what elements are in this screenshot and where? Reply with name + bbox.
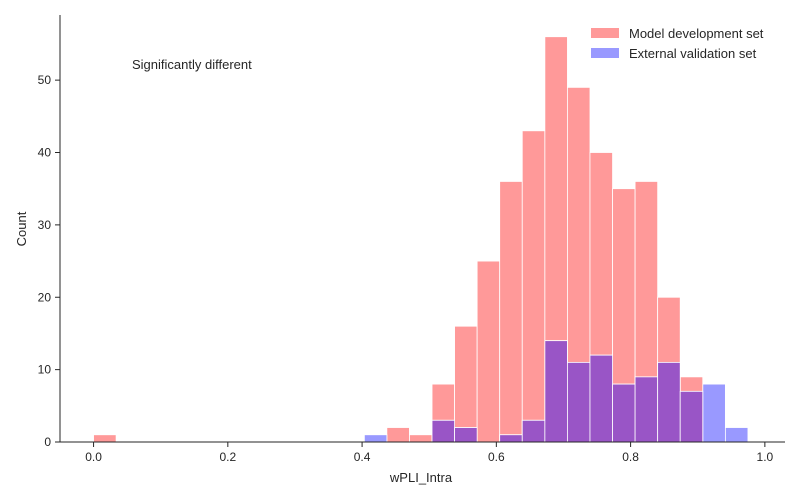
bar-model-development-set-2 — [409, 434, 433, 443]
x-tick-label-4: 0.8 — [622, 450, 639, 464]
x-tick-label-2: 0.4 — [354, 450, 371, 464]
bar-overlap-0 — [431, 419, 455, 443]
bar-overlap-7 — [612, 383, 636, 443]
bar-overlap-10 — [679, 390, 704, 443]
bar-external-validation-set-0 — [363, 434, 388, 443]
bar-model-development-set-5 — [476, 260, 501, 443]
bar-model-development-set-6 — [499, 181, 523, 443]
bar-external-validation-set-12 — [702, 383, 726, 443]
y-tick-label-0: 0 — [44, 435, 51, 449]
x-tick-label-5: 1.0 — [757, 450, 774, 464]
bar-overlap-8 — [634, 376, 659, 443]
x-tick-label-1: 0.2 — [219, 450, 236, 464]
significance-annotation: Significantly different — [132, 57, 252, 72]
y-tick-label-4: 40 — [38, 146, 52, 160]
y-tick-label-3: 30 — [38, 218, 52, 232]
x-axis-label: wPLI_Intra — [389, 470, 453, 485]
y-tick-label-2: 20 — [38, 290, 52, 304]
legend-swatch-model-development — [591, 28, 619, 38]
bar-model-development-set-7 — [521, 130, 546, 443]
legend-label-external-validation: External validation set — [629, 46, 757, 61]
bar-overlap-9 — [657, 361, 681, 443]
y-tick-label-5: 50 — [38, 73, 52, 87]
bar-overlap-3 — [521, 419, 546, 443]
bar-overlap-4 — [544, 340, 568, 443]
bar-overlap-6 — [589, 354, 613, 443]
axes-layer — [59, 15, 785, 443]
bar-model-development-set-0 — [93, 434, 117, 443]
bar-external-validation-set-13 — [724, 427, 749, 443]
bar-model-development-set-1 — [386, 427, 410, 443]
bar-overlap-2 — [499, 434, 523, 443]
legend: Model development set External validatio… — [591, 26, 764, 61]
y-ticks: 0 10 20 30 40 50 — [38, 73, 60, 449]
bar-model-development-set-4 — [454, 325, 478, 443]
bar-overlap-5 — [567, 361, 591, 443]
bar-overlap-1 — [454, 427, 478, 443]
x-ticks: 0.0 0.2 0.4 0.6 0.8 1.0 — [85, 442, 774, 464]
legend-label-model-development: Model development set — [629, 26, 764, 41]
y-axis-label: Count — [14, 211, 29, 246]
x-tick-label-3: 0.6 — [488, 450, 505, 464]
legend-swatch-external-validation — [591, 48, 619, 58]
x-tick-label-0: 0.0 — [85, 450, 102, 464]
overlap-layer — [431, 340, 704, 443]
y-tick-label-1: 10 — [38, 363, 52, 377]
